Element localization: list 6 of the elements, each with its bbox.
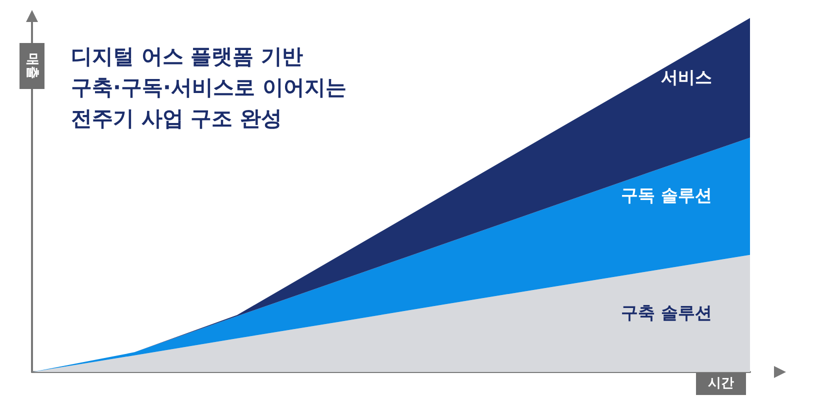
series-label: 서비스 (661, 68, 712, 88)
y-axis-title: 매출 (24, 53, 40, 79)
x-axis-title: 시간 (708, 376, 734, 391)
series-label: 구독 솔루션 (621, 186, 712, 206)
series-label: 구축 솔루션 (621, 303, 712, 324)
text: 디지털 어스 플랫폼 기반 구축·구독·서비스로 이어지는 전주기 사업 구조 완성 (71, 44, 346, 130)
